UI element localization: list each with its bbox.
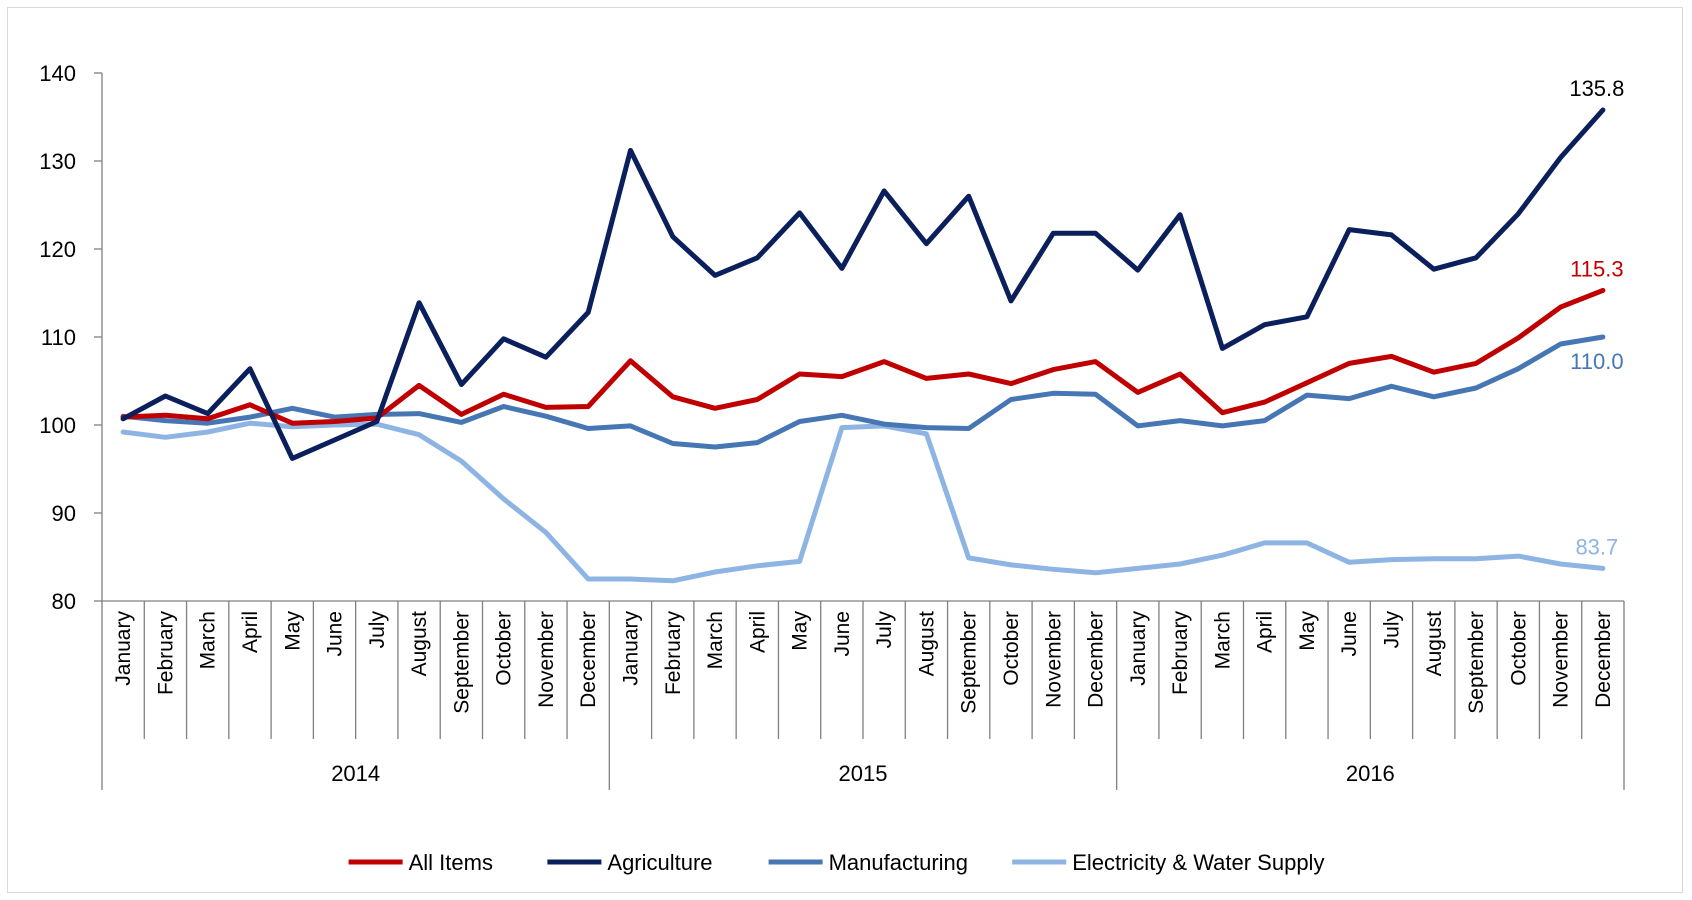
- x-tick-label-month: August: [915, 611, 938, 677]
- x-tick-label-month: August: [1423, 611, 1446, 677]
- data-label-end: 83.7: [1575, 534, 1618, 559]
- x-tick-label-month: April: [746, 611, 769, 653]
- legend-label: Manufacturing: [829, 850, 968, 875]
- x-tick-label-month: April: [239, 611, 262, 653]
- x-tick-label-month: January: [112, 611, 135, 686]
- legend-label: All Items: [409, 850, 493, 875]
- series-line-all-items: [120, 287, 1606, 426]
- x-tick-label-month: May: [281, 611, 304, 651]
- legend-label: Electricity & Water Supply: [1072, 850, 1324, 875]
- legend-label: Agriculture: [607, 850, 712, 875]
- y-tick-label: 80: [52, 589, 76, 614]
- x-tick-label-month: July: [873, 611, 896, 649]
- chart-frame: [7, 7, 1683, 893]
- x-tick-label-month: December: [1085, 611, 1108, 708]
- x-tick-label-year: 2014: [331, 761, 380, 786]
- y-tick-label: 130: [39, 149, 76, 174]
- x-tick-label-month: November: [535, 611, 558, 708]
- legend-item: Manufacturing: [768, 850, 968, 875]
- x-tick-label-month: May: [789, 611, 812, 651]
- x-tick-label-month: August: [408, 611, 431, 677]
- x-tick-label-month: September: [1465, 611, 1488, 714]
- x-tick-label-month: February: [154, 611, 177, 696]
- x-tick-label-month: November: [1042, 611, 1065, 708]
- legend: All Items Agriculture Manufacturing Electri…: [348, 850, 1324, 875]
- x-tick-label-month: May: [1296, 611, 1319, 651]
- data-label-end: 135.8: [1569, 76, 1624, 101]
- y-tick-label: 120: [39, 237, 76, 262]
- x-tick-label-year: 2016: [1346, 761, 1395, 786]
- x-tick-label-month: June: [831, 611, 854, 657]
- x-tick-label-year: 2015: [839, 761, 888, 786]
- series-line-manufacturing: [120, 334, 1606, 450]
- x-tick-label-month: July: [366, 611, 389, 649]
- x-tick-label-month: October: [1507, 611, 1530, 686]
- series-line-agriculture: [120, 107, 1606, 461]
- y-tick-label: 110: [41, 325, 76, 350]
- data-label-end: 110.0: [1570, 349, 1623, 374]
- legend-item: Electricity & Water Supply: [1012, 850, 1324, 875]
- x-tick-label-month: January: [619, 611, 642, 686]
- legend-item: Agriculture: [547, 850, 713, 875]
- x-tick-label-month: October: [1000, 611, 1023, 686]
- x-tick-label-month: November: [1550, 611, 1573, 708]
- x-tick-label-month: September: [958, 611, 981, 714]
- x-tick-label-month: December: [1592, 611, 1615, 708]
- x-tick-label-month: December: [577, 611, 600, 708]
- x-tick-label-month: July: [1380, 611, 1403, 649]
- x-tick-label-month: March: [704, 611, 727, 669]
- x-tick-label-month: February: [662, 611, 685, 696]
- x-tick-label-month: October: [493, 611, 516, 686]
- x-tick-label-month: January: [1127, 611, 1150, 686]
- x-tick-label-month: April: [1254, 611, 1277, 653]
- x-tick-label-month: March: [197, 611, 220, 669]
- x-tick-label-month: June: [324, 611, 347, 657]
- axes: 80 90 100 110 120 130 140 January February March A…: [39, 61, 1625, 790]
- x-tick-label-month: September: [450, 611, 473, 714]
- y-tick-label: 90: [52, 501, 76, 526]
- x-tick-label-month: June: [1338, 611, 1361, 657]
- x-tick-label-month: February: [1169, 611, 1192, 696]
- end-labels: 115.3 135.8 110.0 83.7: [1569, 76, 1624, 559]
- plot-area: [120, 107, 1606, 584]
- y-tick-label: 100: [39, 413, 76, 438]
- data-label-end: 115.3: [1570, 256, 1623, 281]
- x-tick-label-month: March: [1211, 611, 1234, 669]
- y-tick-label: 140: [39, 61, 76, 86]
- series-line-electricity-water-supply: [120, 420, 1606, 584]
- legend-item: All Items: [348, 850, 493, 875]
